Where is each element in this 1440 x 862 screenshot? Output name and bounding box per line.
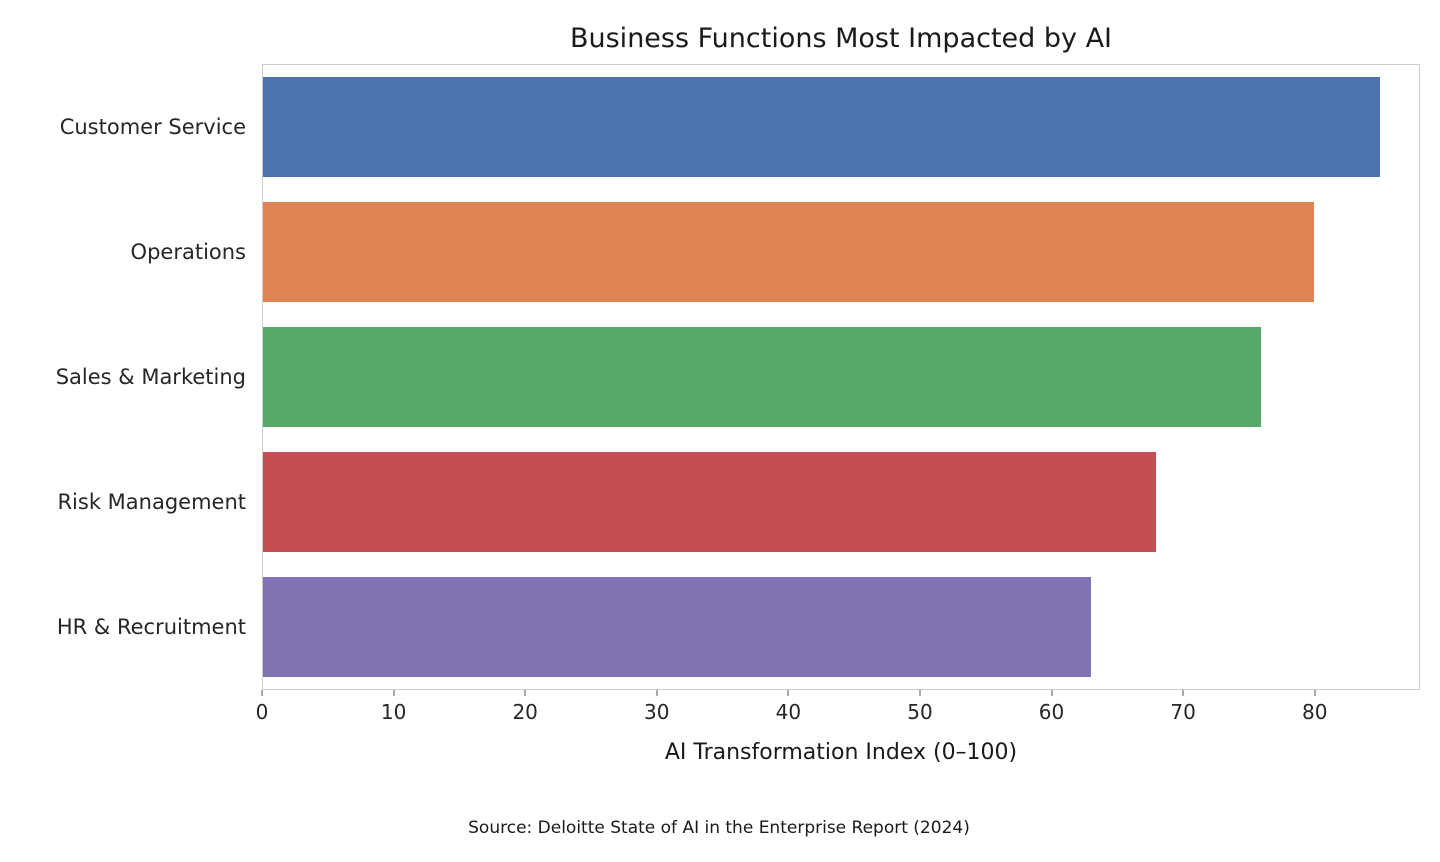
bar-row (263, 315, 1419, 440)
x-axis-tick-mark (1314, 690, 1316, 696)
x-axis-tick-label: 60 (1038, 700, 1065, 724)
x-axis-tick-label: 0 (255, 700, 269, 724)
x-axis-tick-mark (1051, 690, 1053, 696)
source-row: Source: Deloitte State of AI in the Ente… (18, 818, 1420, 838)
bar-row (263, 564, 1419, 689)
bar (263, 77, 1380, 178)
x-axis-tick-label: 80 (1301, 700, 1328, 724)
bar (263, 576, 1091, 677)
y-axis-label: Sales & Marketing (55, 365, 246, 389)
x-axis: 0 10 20 30 40 50 60 70 80 (18, 690, 1420, 734)
x-axis-spacer (18, 690, 262, 734)
bar-row (263, 190, 1419, 315)
x-axis-tick-mark (524, 690, 526, 696)
x-axis-tick-mark (1182, 690, 1184, 696)
x-axis-tick-mark (261, 690, 263, 696)
y-axis-label: Operations (130, 239, 246, 264)
x-axis-tick-mark (919, 690, 921, 696)
x-axis-tick-label: 50 (907, 700, 933, 724)
x-axis-tick-mark (393, 690, 395, 696)
x-axis-tick-area: 0 10 20 30 40 50 60 70 80 (256, 690, 1420, 734)
bar (263, 327, 1262, 427)
x-axis-label-row: AI Transformation Index (0–100) (18, 734, 1420, 770)
x-axis-tick-mark (787, 690, 789, 696)
bar-row (263, 65, 1419, 190)
y-axis-label: HR & Recruitment (56, 615, 246, 640)
source-note: Source: Deloitte State of AI in the Ente… (468, 818, 970, 838)
bar-row (263, 439, 1419, 564)
chart-title: Business Functions Most Impacted by AI (569, 22, 1113, 54)
bar (263, 202, 1314, 303)
x-axis-tick-label: 70 (1170, 700, 1196, 724)
y-axis-label: Risk Management (57, 490, 246, 515)
x-axis-tick-label: 40 (775, 700, 802, 724)
x-axis-tick-label: 20 (512, 700, 538, 724)
title-row: Business Functions Most Impacted by AI (18, 12, 1420, 64)
chart-body: Customer Service Operations Sales & Market… (18, 64, 1420, 690)
x-axis-tick-label: 30 (644, 700, 670, 724)
plot-area (262, 64, 1420, 690)
x-axis-tick-mark (656, 690, 658, 696)
y-axis-label: Customer Service (59, 114, 246, 139)
x-axis-tick-label: 10 (380, 700, 407, 724)
x-axis-label: AI Transformation Index (0–100) (664, 739, 1018, 765)
y-axis-labels: Customer Service Operations Sales & Market… (18, 64, 262, 690)
bar (263, 451, 1157, 552)
